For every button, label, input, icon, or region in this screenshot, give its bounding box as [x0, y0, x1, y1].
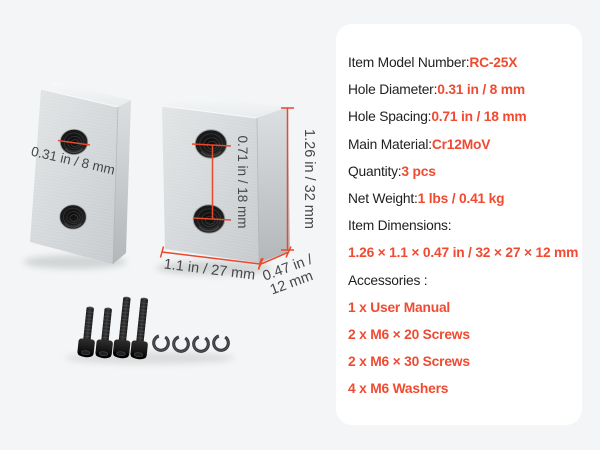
hole-spacing-label: 0.71 in / 18 mm — [235, 135, 250, 228]
jaw-blocks-illustration: 0.31 in / 8 mm 0.71 in / 18 mm 1.26 in /… — [23, 82, 317, 364]
spec-row-accessory-manual: 1 x User Manual — [348, 294, 572, 321]
spec-label: Main Material: — [348, 136, 432, 152]
spec-label: Accessories : — [348, 272, 428, 288]
spec-row-dimensions-heading: Item Dimensions: — [348, 212, 572, 239]
spec-row-accessory-screws-30: 2 x M6 × 30 Screws — [348, 348, 572, 375]
spec-row-accessory-washers: 4 x M6 Washers — [348, 375, 572, 402]
spec-label: Net Weight: — [348, 191, 418, 207]
spec-row-hole-spacing: Hole Spacing: 0.71 in / 18 mm — [348, 103, 572, 130]
accessory-screws — [76, 295, 154, 361]
spec-row-dimensions-value: 1.26 × 1.1 × 0.47 in / 32 × 27 × 12 mm — [348, 239, 578, 266]
spec-row-quantity: Quantity: 3 pcs — [348, 158, 572, 185]
spec-row-material: Main Material: Cr12MoV — [348, 131, 572, 158]
spec-value: 3 pcs — [401, 163, 436, 179]
spec-value: Cr12MoV — [431, 136, 491, 152]
spec-label: Hole Spacing: — [348, 109, 432, 125]
spec-row-accessories-heading: Accessories : — [348, 267, 572, 294]
accessory-washers — [149, 331, 233, 356]
spec-value: 2 x M6 × 30 Screws — [348, 354, 470, 370]
spec-value: 1 lbs / 0.41 kg — [417, 191, 505, 207]
hole-spacing-dimension: 0.71 in / 18 mm — [191, 135, 250, 229]
spec-row-net-weight: Net Weight: 1 lbs / 0.41 kg — [348, 185, 572, 212]
spec-value: 4 x M6 Washers — [348, 381, 449, 397]
spec-label: Item Model Number: — [348, 55, 470, 71]
spec-value: 1 x User Manual — [348, 299, 451, 315]
spec-row-hole-diameter: Hole Diameter: 0.31 in / 8 mm — [348, 76, 572, 103]
spec-card: Item Model Number: RC-25X Hole Diameter:… — [336, 24, 582, 425]
spec-label: Quantity: — [348, 163, 402, 179]
lock-washer — [169, 332, 193, 356]
lock-washer — [209, 331, 233, 355]
spec-value: 2 x M6 × 20 Screws — [348, 326, 470, 342]
spec-row-accessory-screws-20: 2 x M6 × 20 Screws — [348, 321, 572, 348]
height-label: 1.26 in / 32 mm — [301, 129, 317, 229]
right-jaw-block — [161, 95, 290, 264]
lock-washer — [189, 332, 213, 356]
left-jaw-block — [30, 82, 131, 265]
spec-row-model: Item Model Number: RC-25X — [348, 49, 572, 76]
threaded-hole — [59, 204, 87, 230]
spec-label: Hole Diameter: — [348, 82, 438, 98]
spec-value: RC-25X — [469, 55, 518, 71]
socket-screw — [129, 296, 154, 361]
lock-washer — [149, 331, 173, 355]
width-label: 1.1 in / 27 mm — [163, 256, 256, 283]
spec-value: 1.26 × 1.1 × 0.47 in / 32 × 27 × 12 mm — [348, 245, 579, 261]
spec-value: 0.71 in / 18 mm — [431, 109, 527, 125]
spec-label: Item Dimensions: — [348, 218, 452, 234]
spec-value: 0.31 in / 8 mm — [437, 82, 525, 98]
height-dimension: 1.26 in / 32 mm — [281, 107, 317, 251]
socket-screw — [76, 305, 100, 359]
